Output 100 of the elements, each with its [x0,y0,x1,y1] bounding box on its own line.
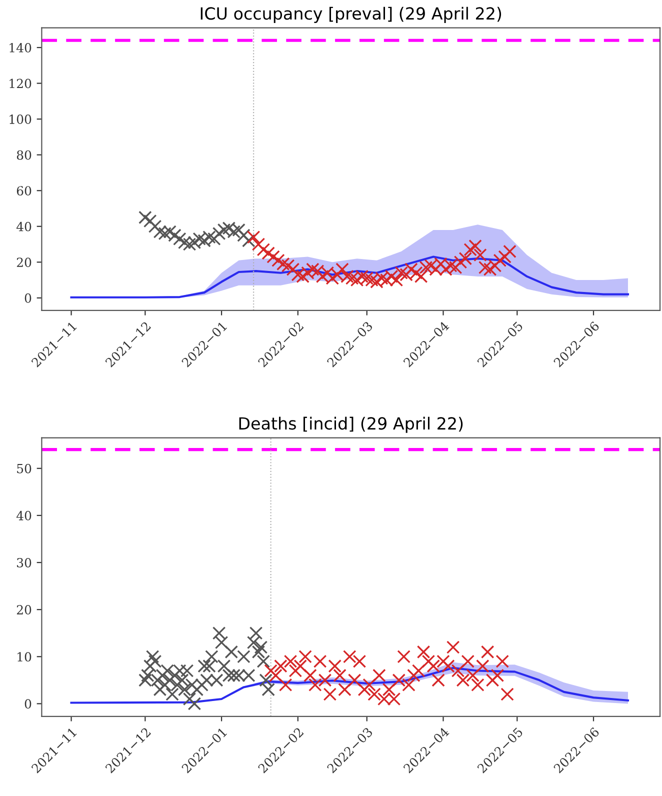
point [188,697,202,710]
point [198,659,211,673]
point [498,250,512,264]
point [397,650,410,664]
point [224,645,238,659]
point [496,654,510,668]
point [274,659,288,673]
point [352,654,366,668]
y-tick-label: 140 [10,43,32,52]
point [138,210,152,224]
point [182,238,196,251]
point [259,674,273,687]
point [336,262,349,276]
point [468,239,482,253]
point [214,636,228,650]
y-tick-label: 0 [24,293,32,303]
y-tick-label: 20 [16,258,32,268]
point [212,626,226,640]
y-tick-label: 40 [16,510,32,520]
point [288,664,302,678]
y-tick-label: 50 [17,464,32,474]
point [392,674,406,687]
point [286,262,300,276]
y-tick-label: 40 [16,222,32,232]
point [474,248,487,262]
point [237,650,250,664]
point [298,650,312,664]
point [458,252,472,266]
point [471,678,484,692]
point [252,645,266,659]
point [308,678,322,692]
point [382,682,396,696]
point [456,674,470,687]
point [372,668,386,682]
point [143,659,157,673]
point [407,668,420,682]
point [237,228,250,242]
point [338,682,352,696]
point [486,674,500,687]
point [313,654,327,668]
point [262,682,275,696]
point [182,692,196,706]
point [262,246,275,260]
point [256,654,270,668]
point [342,650,356,664]
point [493,254,507,268]
point [148,654,162,668]
point [249,626,263,640]
point [180,664,194,678]
point [480,645,494,659]
point [416,645,430,659]
point [264,664,278,678]
point [205,650,218,664]
y-tick-label: 30 [17,558,32,568]
point [266,250,280,264]
point [476,659,490,673]
point [304,668,317,682]
point [146,650,160,664]
y-tick-label: 10 [18,652,32,662]
point [446,640,460,654]
point [278,678,292,692]
point [306,262,320,276]
chart-title: Deaths [incid] (29 April 22) [239,416,463,433]
point [252,238,266,251]
point [348,674,362,687]
point [461,654,475,668]
y-tick-label: 0 [24,699,32,709]
point [483,262,497,276]
y-tick-label: 80 [16,150,32,160]
point [402,678,416,692]
point [284,654,298,668]
point [153,682,167,696]
point [173,232,186,246]
point [143,214,157,228]
point [333,668,346,682]
point [412,664,426,678]
y-tick-label: 20 [16,605,32,614]
point [166,688,179,701]
point [432,674,445,687]
point [500,688,514,701]
point [362,678,376,692]
point [323,688,337,701]
point [503,244,516,258]
point [246,230,260,244]
line-series [70,256,630,298]
point [328,659,342,673]
point [269,668,282,682]
y-tick-label: 100 [10,114,32,124]
point [318,674,332,687]
point [358,682,372,696]
y-tick-label: 60 [16,186,32,196]
point [454,256,468,269]
point [368,688,381,701]
point [296,270,310,284]
point [294,659,308,673]
point [242,234,256,248]
point [490,668,504,682]
point [281,259,295,272]
point [466,668,480,682]
point [256,242,270,256]
